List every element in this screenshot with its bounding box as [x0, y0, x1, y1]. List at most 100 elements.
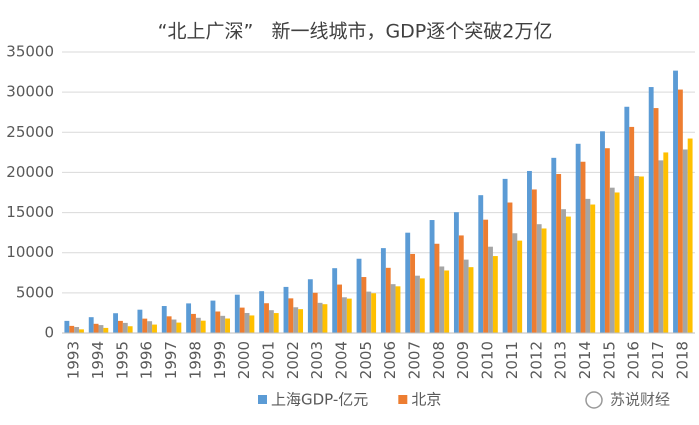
bar — [385, 267, 391, 333]
bar — [468, 267, 474, 333]
bar — [483, 219, 489, 333]
bar — [88, 317, 94, 333]
bar — [561, 209, 566, 333]
bar — [380, 248, 386, 333]
bar — [220, 315, 226, 333]
y-tick-label: 5000 — [16, 283, 54, 301]
bar — [273, 313, 279, 333]
bar — [312, 292, 318, 333]
bar — [682, 149, 688, 333]
legend-swatch — [398, 395, 408, 404]
bar — [648, 87, 654, 334]
bar — [458, 235, 464, 333]
bar — [225, 318, 230, 333]
bar — [410, 253, 416, 333]
x-tick-label: 1996 — [138, 341, 156, 379]
bar — [268, 310, 274, 333]
x-tick-label: 1997 — [162, 341, 180, 379]
x-tick-label: 2017 — [649, 341, 667, 379]
bar — [419, 278, 425, 333]
x-tick-label: 2018 — [673, 341, 691, 379]
bar — [390, 284, 396, 333]
bar — [74, 327, 80, 333]
bar — [341, 297, 347, 333]
bar — [453, 212, 459, 333]
watermark-icon — [585, 391, 603, 409]
x-tick-label: 1994 — [89, 341, 107, 379]
bar — [634, 176, 640, 333]
bar — [64, 320, 70, 333]
x-tick-label: 2002 — [284, 341, 302, 379]
bar — [317, 302, 323, 333]
bar — [536, 224, 542, 333]
bar — [298, 309, 304, 333]
bar — [210, 300, 216, 333]
bar — [288, 298, 294, 333]
bar — [239, 307, 245, 333]
bar — [166, 316, 172, 333]
bar — [405, 232, 411, 333]
y-tick-label: 20000 — [6, 163, 54, 181]
bar — [195, 317, 201, 333]
x-tick-label: 2012 — [527, 341, 545, 379]
bar — [687, 138, 693, 333]
watermark: 苏说财经 — [610, 391, 670, 409]
bar — [604, 148, 610, 333]
bar — [609, 187, 615, 333]
bar — [93, 323, 99, 333]
legend-label: 北京 — [411, 391, 441, 409]
bar — [171, 319, 177, 333]
x-tick-label: 1993 — [65, 341, 83, 379]
bar — [215, 311, 221, 333]
bar — [429, 220, 435, 333]
bar — [653, 108, 659, 333]
bar — [293, 307, 299, 333]
x-tick-label: 2003 — [308, 341, 326, 379]
bar — [332, 268, 338, 333]
bar — [517, 240, 523, 333]
bar — [264, 303, 269, 333]
x-tick-label: 1998 — [186, 341, 204, 379]
bar — [176, 322, 182, 333]
y-tick-label: 35000 — [6, 43, 54, 61]
x-tick-label: 2013 — [552, 341, 570, 379]
bar — [527, 170, 532, 333]
x-tick-label: 2001 — [259, 341, 277, 379]
bar — [127, 326, 133, 333]
x-tick-label: 2010 — [479, 341, 497, 379]
y-tick-label: 10000 — [6, 243, 54, 261]
bar — [200, 320, 206, 333]
y-tick-label: 15000 — [6, 203, 54, 221]
bar — [444, 270, 450, 333]
bar — [434, 243, 440, 333]
bar — [585, 198, 591, 333]
bar — [322, 304, 328, 333]
bar — [580, 161, 586, 333]
bar — [79, 329, 84, 333]
bar — [556, 174, 562, 333]
x-tick-label: 2005 — [357, 341, 375, 379]
bar — [69, 325, 75, 333]
x-tick-label: 2004 — [332, 341, 350, 379]
x-tick-label: 2011 — [503, 341, 521, 379]
bar — [629, 126, 635, 333]
bar — [161, 306, 167, 333]
bar — [478, 195, 484, 333]
chart-title: “北上广深” 新一线城市，GDP逐个突破2万亿 — [158, 21, 553, 43]
bar — [186, 303, 192, 333]
x-tick-label: 1995 — [113, 341, 131, 379]
bar — [137, 309, 143, 333]
bar — [337, 284, 342, 333]
y-tick-label: 25000 — [6, 123, 54, 141]
bar — [541, 228, 547, 333]
bar — [98, 325, 104, 333]
bar — [234, 294, 240, 333]
bar — [677, 89, 683, 333]
bar — [663, 152, 669, 333]
x-tick-label: 2006 — [381, 341, 399, 379]
bar — [283, 286, 289, 333]
bar — [614, 192, 620, 333]
bar — [142, 318, 148, 333]
bar — [113, 313, 118, 333]
bar — [371, 293, 377, 333]
